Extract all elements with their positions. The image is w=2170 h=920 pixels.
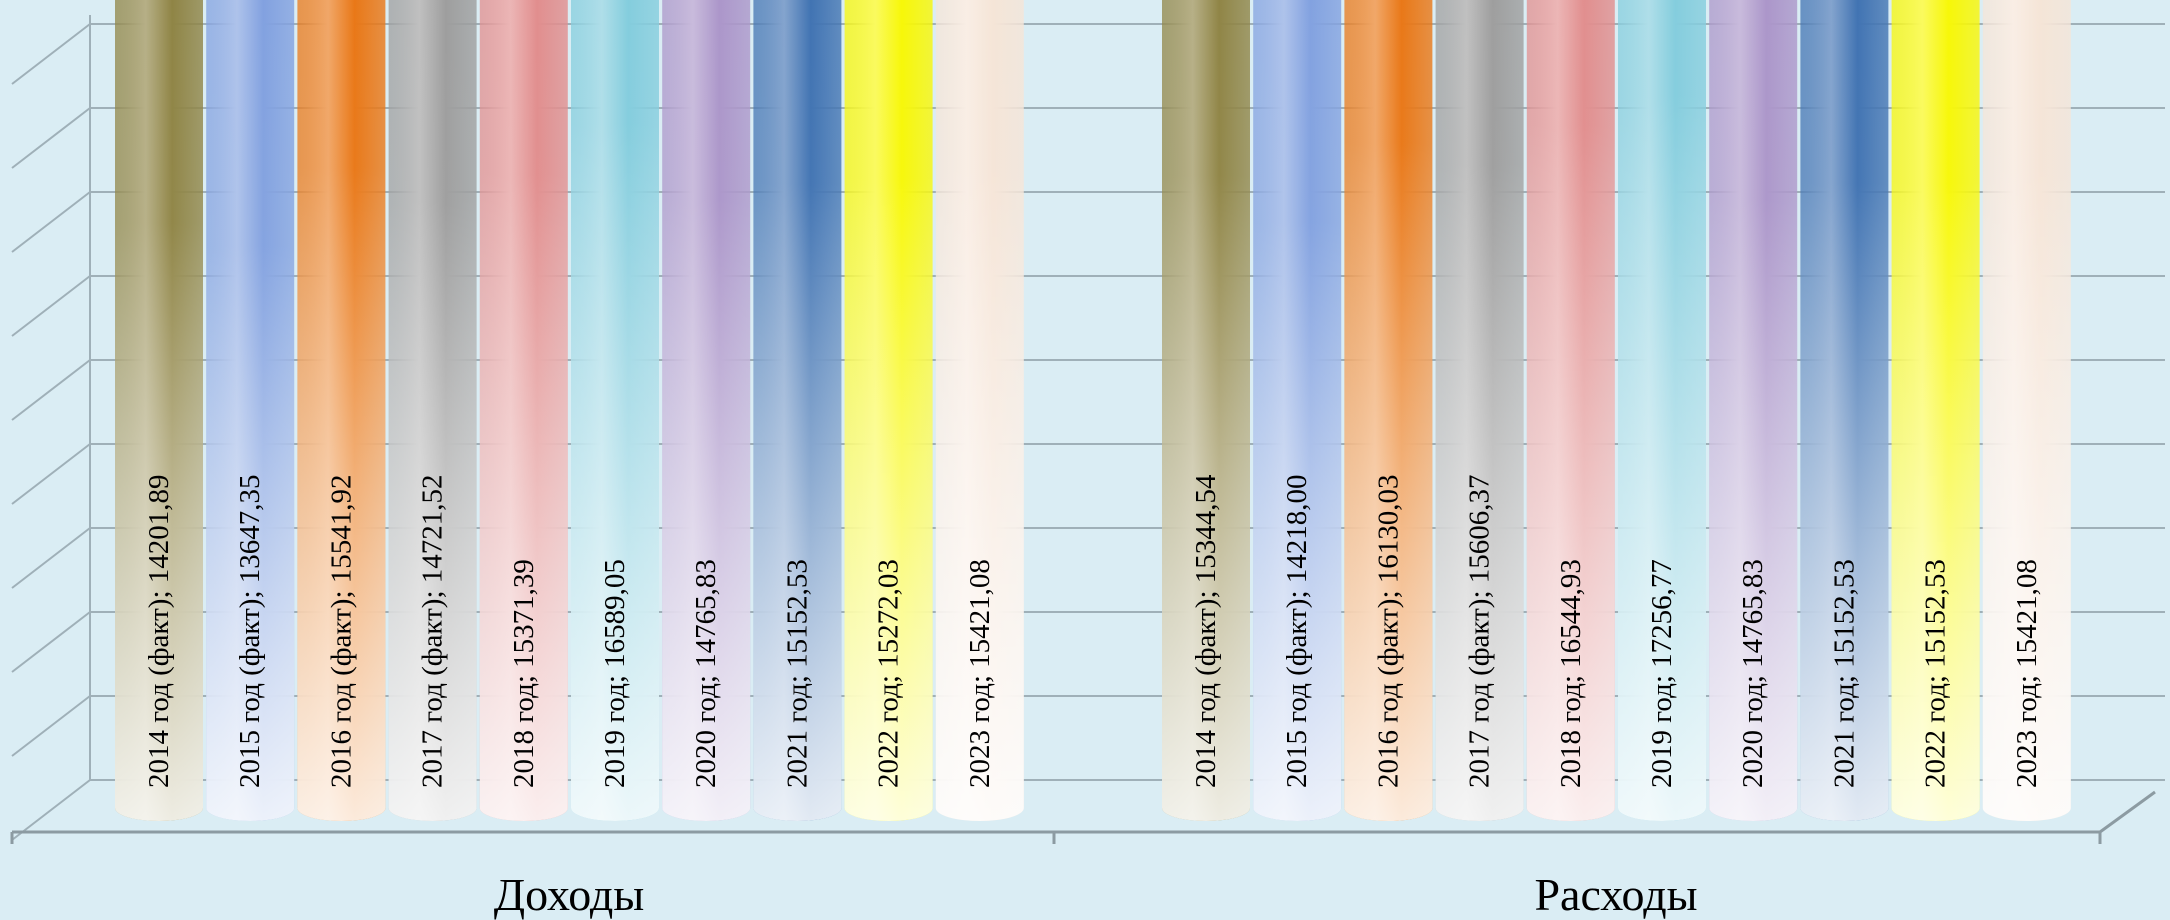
bar-fade (206, 0, 295, 821)
gridline-diagonal (11, 611, 91, 673)
bar: 2017 год (факт); 14721,52 (388, 0, 477, 821)
bar: 2016 год (факт); 16130,03 (1344, 0, 1433, 821)
bar: 2022 год; 15152,53 (1891, 0, 1980, 821)
data-label: 2021 год; 15152,53 (1828, 559, 1860, 788)
bar: 2016 год (факт); 15541,92 (297, 0, 386, 821)
data-label: 2016 год (факт); 16130,03 (1372, 474, 1404, 788)
gridline-diagonal (11, 275, 91, 337)
bar-fade (935, 0, 1024, 821)
bar: 2015 год (факт); 13647,35 (206, 0, 295, 821)
data-label: 2014 год (факт); 14201,89 (143, 474, 175, 788)
gridline-diagonal (11, 695, 91, 757)
bar: 2014 год (факт); 15344,54 (1162, 0, 1250, 821)
category-label: Расходы (1534, 869, 1697, 920)
data-label: 2018 год; 15371,39 (508, 559, 540, 788)
data-label: 2020 год; 14765,83 (690, 559, 722, 788)
bar-fade (844, 0, 933, 821)
data-label: 2021 год; 15152,53 (781, 559, 813, 788)
gridline-diagonal (11, 527, 91, 589)
bar-fade (1800, 0, 1889, 821)
gridline-diagonal (11, 107, 91, 169)
bar-fade (1982, 0, 2071, 821)
bar: 2015 год (факт); 14218,00 (1253, 0, 1342, 821)
bar-fade (1435, 0, 1524, 821)
bar-fade (753, 0, 842, 821)
bar: 2023 год; 15421,08 (935, 0, 1024, 821)
bar: 2020 год; 14765,83 (1709, 0, 1798, 821)
floor-edge (2099, 790, 2156, 834)
data-label: 2016 год (факт); 15541,92 (325, 474, 357, 788)
bar-fade (1162, 0, 1250, 821)
gridline-diagonal (11, 359, 91, 421)
bar: 2014 год (факт); 14201,89 (115, 0, 203, 821)
bar-fade (1709, 0, 1798, 821)
gridline-diagonal (11, 779, 91, 841)
bar: 2018 год; 16544,93 (1526, 0, 1615, 821)
category-label: Доходы (494, 869, 644, 920)
data-label: 2018 год; 16544,93 (1555, 559, 1587, 788)
bar-fade (388, 0, 477, 821)
bar-fade (1891, 0, 1980, 821)
gridline-diagonal (11, 443, 91, 505)
bar-fade (1344, 0, 1433, 821)
data-label: 2017 год (факт); 14721,52 (417, 474, 449, 788)
bar-fade (1253, 0, 1342, 821)
data-label: 2019 год; 16589,05 (599, 559, 631, 788)
data-label: 2022 год; 15152,53 (1920, 559, 1952, 788)
bar: 2019 год; 16589,05 (571, 0, 659, 821)
bar-fade (115, 0, 203, 821)
bar: 2021 год; 15152,53 (1800, 0, 1889, 821)
data-label: 2023 год; 15421,08 (964, 559, 996, 788)
data-label: 2017 год (факт); 15606,37 (1464, 474, 1496, 788)
data-label: 2023 год; 15421,08 (2011, 559, 2043, 788)
bar-fade (662, 0, 751, 821)
data-label: 2020 год; 14765,83 (1737, 559, 1769, 788)
gridline-diagonal (11, 191, 91, 253)
bar: 2017 год (факт); 15606,37 (1435, 0, 1524, 821)
gridline-diagonal (11, 23, 91, 85)
bar-fade (297, 0, 386, 821)
data-label: 2022 год; 15272,03 (873, 559, 905, 788)
bar: 2018 год; 15371,39 (479, 0, 568, 821)
bar-fade (1526, 0, 1615, 821)
bar: 2023 год; 15421,08 (1982, 0, 2071, 821)
bars: 2014 год (факт); 14201,89 2015 год (факт)… (115, 0, 2071, 821)
data-label: 2015 год (факт); 13647,35 (234, 474, 266, 788)
bar: 2022 год; 15272,03 (844, 0, 933, 821)
bar: 2020 год; 14765,83 (662, 0, 751, 821)
bar-fade (479, 0, 568, 821)
data-label: 2019 год; 17256,77 (1646, 559, 1678, 788)
bar-fade (1618, 0, 1706, 821)
data-label: 2014 год (факт); 15344,54 (1190, 474, 1222, 788)
bar-fade (571, 0, 659, 821)
bar: 2019 год; 17256,77 (1618, 0, 1706, 821)
data-label: 2015 год (факт); 14218,00 (1281, 474, 1313, 788)
bar: 2021 год; 15152,53 (753, 0, 842, 821)
